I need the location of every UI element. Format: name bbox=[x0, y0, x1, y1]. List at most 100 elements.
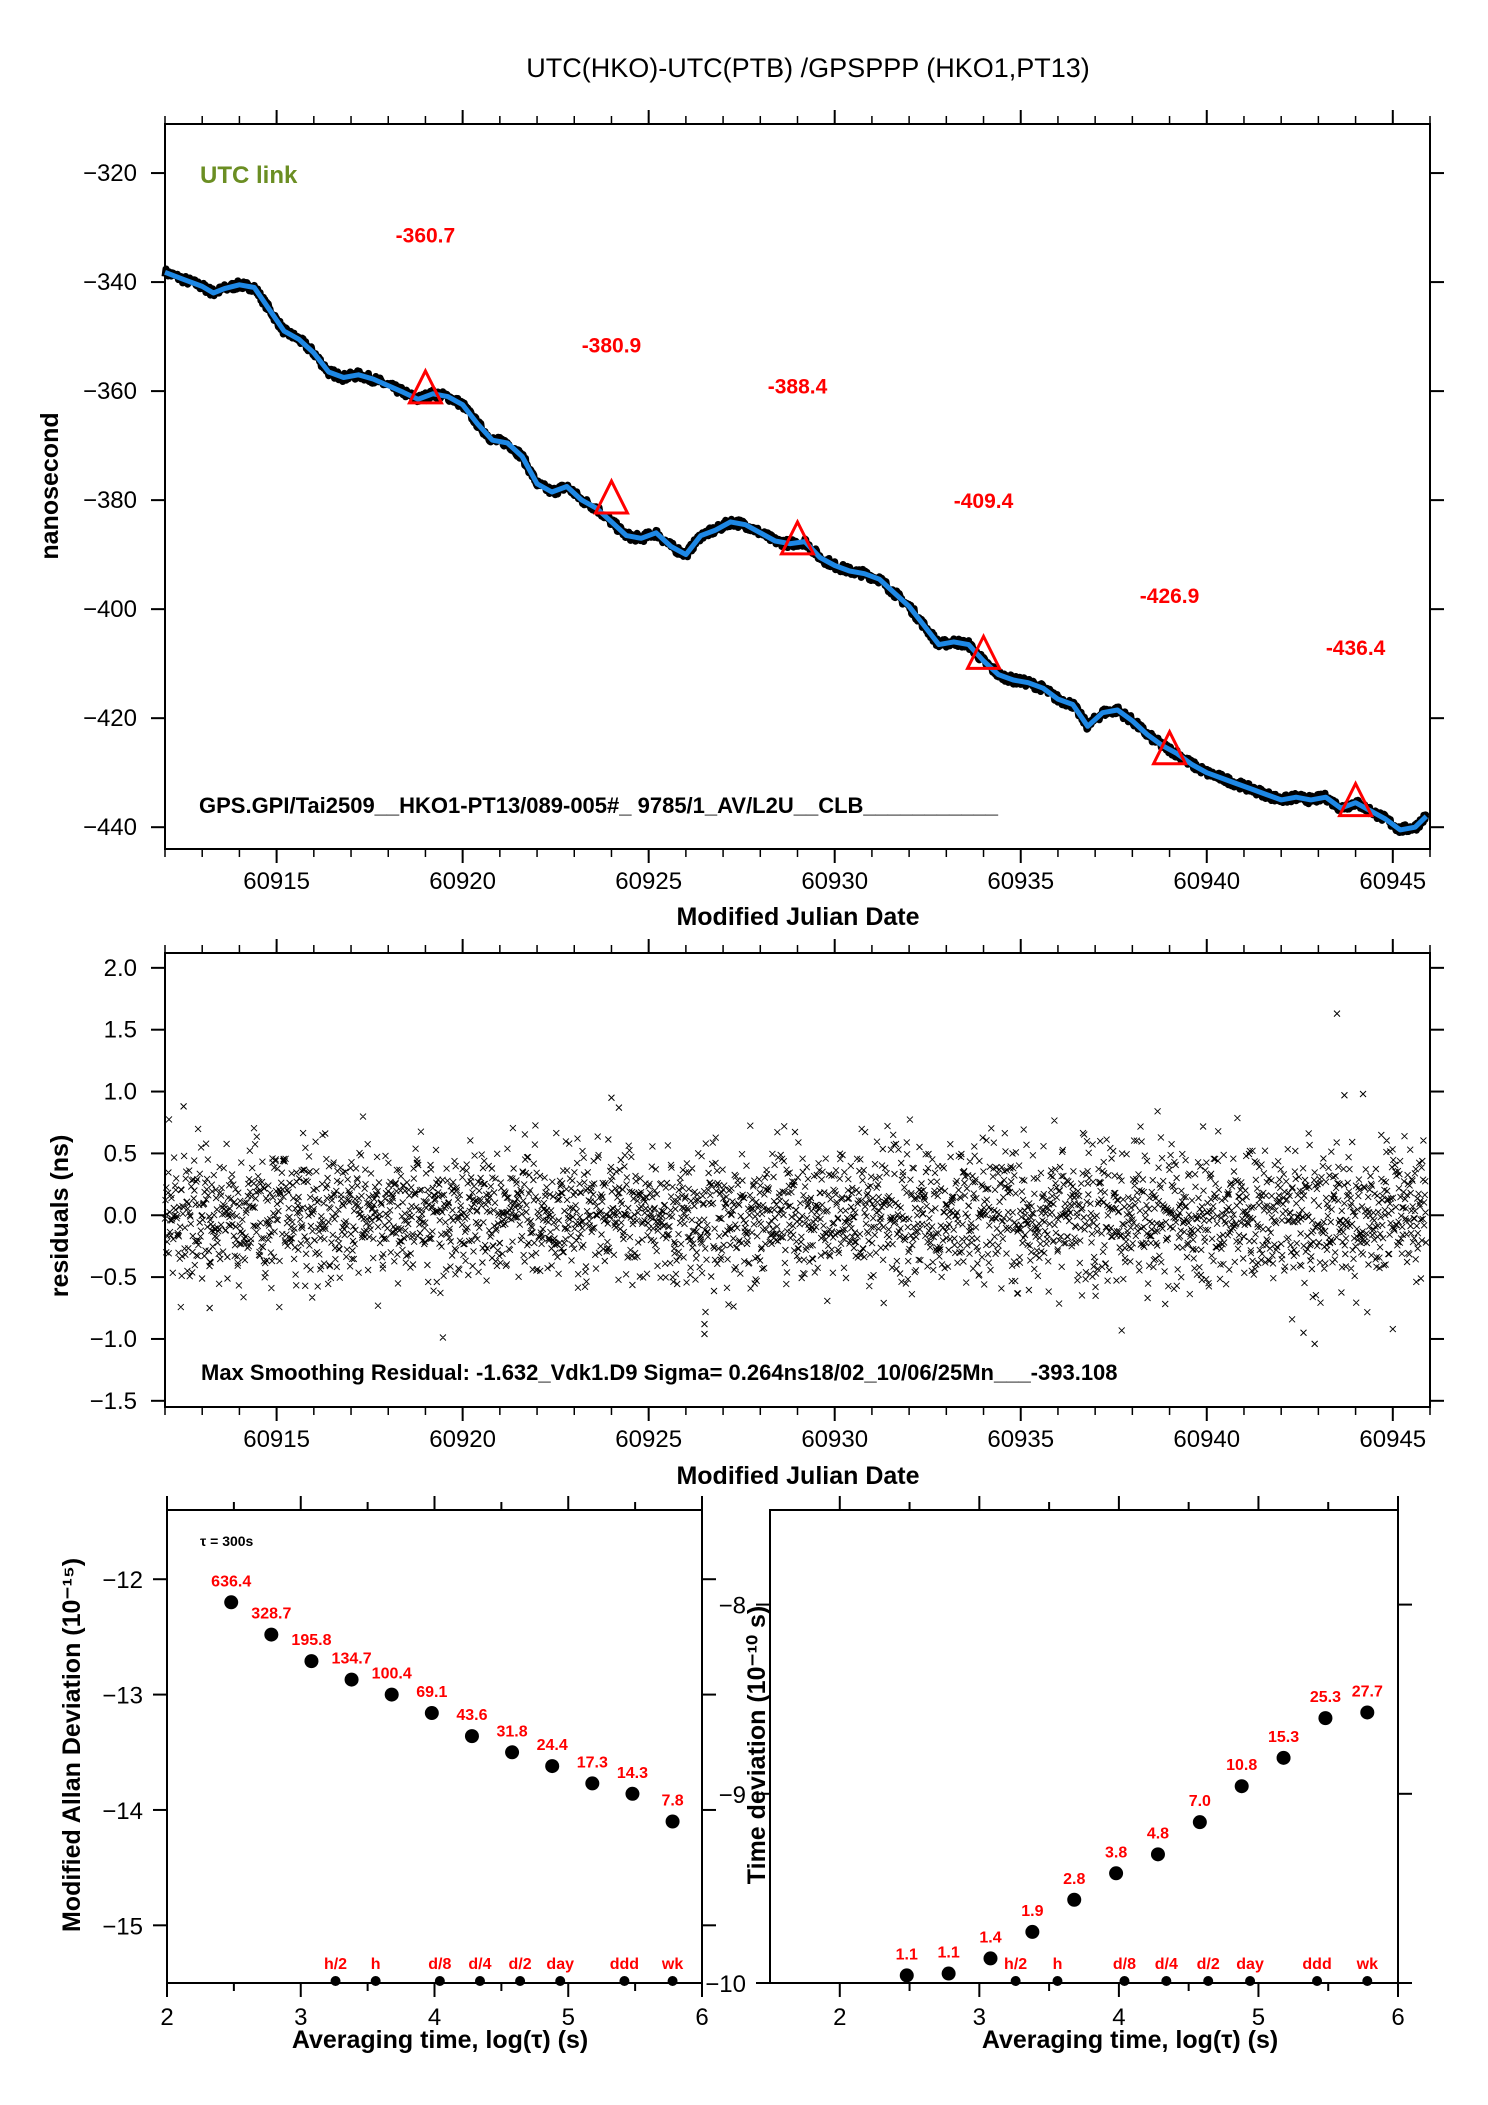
triangle-marker bbox=[407, 367, 444, 405]
stability-point bbox=[1067, 1892, 1082, 1907]
time-marker-dot bbox=[1312, 1976, 1323, 1986]
time-series-panel: 60915 60920 60925 60930 60935 60940 60945 −320 −… bbox=[36, 110, 1444, 931]
time-marker-label: d/4 bbox=[1155, 1956, 1178, 1973]
x-tick-label: 3 bbox=[294, 2004, 307, 2031]
x-tick-label: 60915 bbox=[243, 1426, 310, 1453]
residuals-ticks: 60915 60920 60925 60930 60935 60940 60945 2.0 1.… bbox=[90, 939, 1444, 1453]
residual-outlier-point bbox=[615, 1104, 623, 1111]
time-marker-dot bbox=[1245, 1976, 1256, 1986]
time-marker-dot bbox=[1161, 1976, 1172, 1986]
x-tick-label: 60925 bbox=[615, 1426, 682, 1453]
stability-value-label: 7.8 bbox=[661, 1792, 683, 1809]
raw-data-trace bbox=[161, 265, 1430, 836]
y-tick-label: −1.5 bbox=[90, 1388, 137, 1415]
stability-point bbox=[1192, 1815, 1207, 1830]
time-marker-label: d/4 bbox=[468, 1956, 491, 1973]
stability-point bbox=[585, 1776, 600, 1791]
time-marker-dot bbox=[370, 1976, 381, 1986]
time-marker-label: wk bbox=[1356, 1956, 1378, 1973]
stability-value-label: 134.7 bbox=[332, 1651, 372, 1668]
time-marker-dot bbox=[1203, 1976, 1214, 1986]
time-series-markers: -360.7 -380.9 -388.4 -409.4 -426.9 -436.4 bbox=[396, 224, 1386, 818]
y-tick-label: 2.0 bbox=[104, 955, 137, 982]
time-marker-dot bbox=[1119, 1976, 1130, 1986]
x-tick-label: 60940 bbox=[1173, 868, 1240, 895]
time-marker-dot bbox=[619, 1976, 630, 1986]
stability-point bbox=[665, 1814, 680, 1829]
time-marker-label: h bbox=[1053, 1956, 1063, 1973]
stability-value-label: 69.1 bbox=[416, 1684, 447, 1701]
x-tick-label: 6 bbox=[695, 2004, 708, 2031]
marker-value-label: -426.9 bbox=[1140, 585, 1200, 608]
time-marker-label: wk bbox=[661, 1956, 683, 1973]
stability-value-label: 15.3 bbox=[1268, 1729, 1299, 1746]
y-tick-label: −320 bbox=[83, 160, 137, 187]
residual-points-cloud bbox=[161, 1107, 1430, 1341]
tdev-ylabel: Time deviation (10⁻¹⁰ s) bbox=[743, 1606, 771, 1884]
stability-value-label: 25.3 bbox=[1310, 1689, 1341, 1706]
time-marker-label: h/2 bbox=[1004, 1956, 1027, 1973]
residual-outlier-point bbox=[608, 1094, 615, 1102]
x-tick-label: 60945 bbox=[1359, 1426, 1426, 1453]
stability-point bbox=[304, 1654, 319, 1669]
time-marker-label: ddd bbox=[610, 1956, 639, 1973]
stability-point bbox=[264, 1627, 279, 1642]
triangle-marker bbox=[593, 477, 630, 515]
utc-link-label: UTC link bbox=[200, 162, 298, 189]
tdev-ticks: 2 3 4 5 6 −8 −9 −10 bbox=[705, 1496, 1412, 2031]
triangle-marker bbox=[965, 633, 1002, 670]
time-marker-dot bbox=[1010, 1976, 1021, 1986]
y-tick-label: −380 bbox=[83, 487, 137, 514]
x-tick-label: 60935 bbox=[987, 1426, 1054, 1453]
y-tick-label: −1.0 bbox=[90, 1326, 137, 1353]
time-series-xlabel: Modified Julian Date bbox=[676, 903, 919, 931]
stability-value-label: 3.8 bbox=[1105, 1844, 1127, 1861]
residual-outlier-point bbox=[1300, 1329, 1307, 1337]
marker-value-label: -380.9 bbox=[582, 334, 642, 357]
figure-title: UTC(HKO)-UTC(PTB) /GPSPPP (HKO1,PT13) bbox=[526, 53, 1090, 83]
mdev-panel: 2 3 4 5 6 −12 −13 −14 −15 636.4328.7195.8134.710… bbox=[58, 1496, 716, 2054]
residuals-panel: 60915 60920 60925 60930 60935 60940 60945 2.0 1.… bbox=[46, 939, 1444, 1490]
stability-value-label: 4.8 bbox=[1147, 1825, 1169, 1842]
residual-outlier-point bbox=[701, 1320, 708, 1328]
y-tick-label: −440 bbox=[83, 814, 137, 841]
x-tick-label: 60915 bbox=[243, 868, 310, 895]
time-marker-label: d/8 bbox=[1113, 1956, 1136, 1973]
time-marker-label: d/2 bbox=[509, 1956, 532, 1973]
time-marker-dot bbox=[1362, 1976, 1373, 1986]
stability-value-label: 24.4 bbox=[537, 1737, 568, 1754]
stability-point bbox=[1360, 1705, 1375, 1720]
time-series-frame bbox=[164, 123, 1431, 850]
mdev-ylabel: Modified Allan Deviation (10⁻¹⁵) bbox=[58, 1558, 86, 1932]
stability-point bbox=[899, 1968, 914, 1983]
triangle-marker bbox=[1337, 780, 1375, 818]
x-tick-label: 4 bbox=[428, 2004, 441, 2031]
time-marker-dot bbox=[474, 1976, 485, 1986]
marker-value-label: -436.4 bbox=[1326, 637, 1386, 660]
x-tick-label: 2 bbox=[833, 2004, 846, 2031]
time-marker-dot bbox=[330, 1976, 341, 1986]
stability-point bbox=[424, 1706, 439, 1721]
time-series-raw-line bbox=[161, 265, 1430, 836]
residual-outlier-point bbox=[1341, 1091, 1348, 1099]
residual-outlier-point bbox=[180, 1103, 187, 1110]
time-marker-dot bbox=[515, 1976, 526, 1986]
y-tick-label: 0.5 bbox=[104, 1140, 137, 1167]
stability-point bbox=[941, 1966, 956, 1981]
stability-value-label: 1.1 bbox=[938, 1945, 960, 1962]
y-tick-label: 1.0 bbox=[104, 1079, 137, 1106]
y-tick-label: −14 bbox=[102, 1798, 143, 1825]
x-tick-label: 60935 bbox=[987, 868, 1054, 895]
x-tick-label: 6 bbox=[1391, 2004, 1404, 2031]
stability-point bbox=[344, 1672, 359, 1687]
stability-value-label: 31.8 bbox=[497, 1723, 528, 1740]
tdev-frame bbox=[769, 1509, 1399, 1984]
x-tick-label: 4 bbox=[1112, 2004, 1125, 2031]
smooth-line bbox=[164, 269, 1429, 833]
stability-value-label: 27.7 bbox=[1352, 1683, 1383, 1700]
stability-point bbox=[625, 1786, 640, 1801]
x-tick-label: 5 bbox=[562, 2004, 575, 2031]
stability-point bbox=[1276, 1750, 1291, 1765]
mdev-ticks: 2 3 4 5 6 −12 −13 −14 −15 bbox=[102, 1496, 716, 2031]
